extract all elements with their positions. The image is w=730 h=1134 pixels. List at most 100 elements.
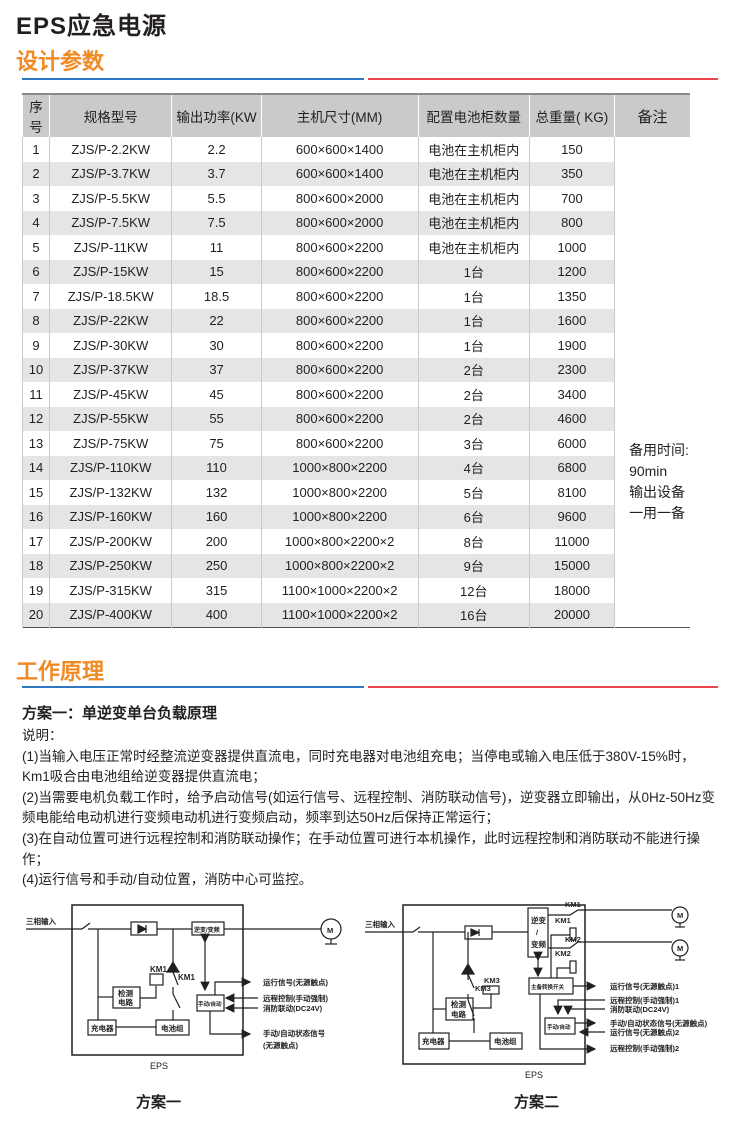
section-title-principle: 工作原理	[16, 659, 105, 684]
table-row: 18 ZJS/P-250KW 250 1000×800×2200×2 9台 15000	[22, 553, 691, 578]
table-row: 19 ZJS/P-315KW 315 1100×1000×2200×2 12台 18000	[22, 578, 691, 603]
table-cell: 1100×1000×2200×2	[260, 602, 419, 628]
rectifier-box	[130, 921, 158, 936]
table-cell: 1000×800×2200	[260, 504, 419, 529]
remark-line: 备用时间:	[629, 442, 689, 458]
table-row: 13 ZJS/P-75KW 75 800×600×2200 3台 6000	[22, 431, 691, 456]
divider-red	[368, 78, 718, 80]
table-cell: 2台	[417, 382, 530, 407]
d1-km1-coil: KM1	[150, 965, 167, 974]
d2-sig-run2: 运行信号(无源触点)2	[610, 1027, 679, 1037]
table-cell: 18.5	[171, 284, 262, 309]
table-cell: 4600	[528, 406, 615, 431]
d2-km2: KM2	[565, 935, 581, 944]
d2-transfer-switch: 主备转换开关	[531, 983, 565, 991]
table-cell: 13	[22, 431, 50, 456]
d2-manual-auto: 手动/自动	[547, 1023, 571, 1031]
divider-blue	[22, 686, 364, 688]
table-cell: 16	[22, 504, 50, 529]
table-cell: ZJS/P-45KW	[48, 382, 172, 407]
d2-km3: KM3	[484, 976, 500, 985]
table-cell: 11	[22, 382, 50, 407]
table-cell: 350	[528, 161, 615, 186]
d2-km1: KM1	[565, 900, 581, 909]
table-cell: 4台	[417, 455, 530, 480]
table-row: 8 ZJS/P-22KW 22 800×600×2200 1台 1600	[22, 308, 691, 333]
table-cell: 3	[22, 186, 50, 211]
d2-motor: M	[677, 911, 683, 920]
page-title: EPS应急电源	[16, 13, 168, 40]
table-row: 15 ZJS/P-132KW 132 1000×800×2200 5台 8100	[22, 480, 691, 505]
divider-blue	[22, 78, 364, 80]
table-row: 20 ZJS/P-400KW 400 1100×1000×2200×2 16台 20000	[22, 602, 691, 628]
table-cell: 电池在主机柜内	[417, 137, 530, 162]
table-cell: 电池在主机柜内	[417, 210, 530, 235]
table-cell: ZJS/P-5.5KW	[48, 186, 172, 211]
table-cell: 11000	[528, 529, 615, 554]
table-cell: 20000	[528, 602, 615, 628]
table-cell: 1900	[528, 333, 615, 358]
table-cell: 1000×800×2200×2	[260, 529, 419, 554]
table-cell: 7.5	[171, 210, 262, 235]
spec-table: 序号 规格型号 输出功率(KW 主机尺寸(MM) 配置电池柜数量 总重量( KG) 备注 1…	[22, 93, 690, 628]
d1-detect: 电路	[118, 997, 133, 1007]
table-cell: 700	[528, 186, 615, 211]
table-cell: 1350	[528, 284, 615, 309]
table-cell: 12台	[417, 578, 530, 603]
table-cell: 18000	[528, 578, 615, 603]
d2-battery: 电池组	[494, 1036, 517, 1046]
table-cell: ZJS/P-160KW	[48, 504, 172, 529]
table-row: 4 ZJS/P-7.5KW 7.5 800×600×2000 电池在主机柜内 800	[22, 210, 691, 235]
table-row: 12 ZJS/P-55KW 55 800×600×2200 2台 4600	[22, 406, 691, 431]
d1-detect: 检测	[118, 988, 133, 998]
d1-inverter-label: 逆变/变频	[194, 926, 220, 934]
table-cell: 8	[22, 308, 50, 333]
table-row: 16 ZJS/P-160KW 160 1000×800×2200 6台 9600	[22, 504, 691, 529]
table-cell: 4	[22, 210, 50, 235]
column-header: 规格型号	[48, 94, 172, 137]
column-header: 主机尺寸(MM)	[260, 94, 419, 137]
remark-line: 一用一备	[629, 505, 686, 521]
table-cell: 30	[171, 333, 262, 358]
d1-sig-state: (无源触点)	[263, 1040, 298, 1050]
table-cell: 电池在主机柜内	[417, 235, 530, 260]
table-row: 7 ZJS/P-18.5KW 18.5 800×600×2200 1台 1350	[22, 284, 691, 309]
table-cell: 400	[171, 602, 262, 628]
table-cell: 2台	[417, 406, 530, 431]
table-cell: ZJS/P-37KW	[48, 357, 172, 382]
scheme-heading: 方案一：单逆变单台负载原理	[22, 705, 218, 722]
table-cell: ZJS/P-22KW	[48, 308, 172, 333]
table-cell: 3台	[417, 431, 530, 456]
table-cell: ZJS/P-250KW	[48, 553, 172, 578]
d2-caption: 方案二	[514, 1093, 559, 1111]
d2-sig-remote2: 远程控制(手动强制)2	[610, 1043, 679, 1053]
divider-red	[368, 686, 718, 688]
d2-km2: KM2	[555, 949, 571, 958]
d1-input-label: 三相输入	[26, 916, 56, 926]
column-header: 输出功率(KW	[171, 94, 262, 137]
table-cell: 电池在主机柜内	[417, 186, 530, 211]
table-cell: 800	[528, 210, 615, 235]
table-row: 5 ZJS/P-11KW 11 800×600×2200 电池在主机柜内 1000	[22, 235, 691, 260]
desc-item-2: (2)当需要电机负载工作时，给予启动信号(如运行信号、远程控制、消防联动信号)，…	[22, 789, 716, 826]
section-title-design-params: 设计参数	[16, 49, 105, 74]
table-cell: 15	[171, 259, 262, 284]
table-cell: ZJS/P-132KW	[48, 480, 172, 505]
table-cell: 6台	[417, 504, 530, 529]
table-cell: ZJS/P-55KW	[48, 406, 172, 431]
table-cell: 1000	[528, 235, 615, 260]
desc-item-1: (1)当输入电压正常时经整流逆变器提供直流电，同时充电器对电池组充电；当停电或输…	[22, 748, 695, 785]
table-cell: 315	[171, 578, 262, 603]
table-cell: 5	[22, 235, 50, 260]
table-cell: 18	[22, 553, 50, 578]
table-cell: 19	[22, 578, 50, 603]
table-cell: 17	[22, 529, 50, 554]
diagram-scheme-2	[365, 904, 689, 1065]
table-cell: 1000×800×2200	[260, 480, 419, 505]
table-cell: ZJS/P-30KW	[48, 333, 172, 358]
table-cell: 6000	[528, 431, 615, 456]
table-cell: 电池在主机柜内	[417, 161, 530, 186]
table-cell: 7	[22, 284, 50, 309]
d2-inverter: 逆变	[531, 915, 546, 925]
table-cell: 2300	[528, 357, 615, 382]
